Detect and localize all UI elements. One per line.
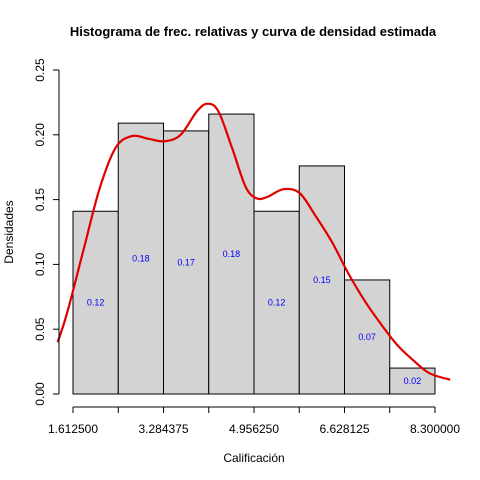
chart-title: Histograma de frec. relativas y curva de… [70, 24, 437, 39]
histogram-bars [72, 113, 436, 395]
bar-value-label: 0.18 [132, 254, 150, 264]
y-tick-label: 0.25 [33, 58, 47, 82]
bar-value-label: 0.17 [177, 257, 195, 267]
y-tick-label: 0.00 [33, 382, 47, 406]
bar-value-label: 0.15 [313, 275, 331, 285]
histogram-bar [72, 210, 119, 395]
x-tick-label: 3.284375 [138, 422, 188, 436]
histogram-bar [163, 130, 210, 395]
bar-value-label: 0.12 [87, 298, 105, 308]
histogram-bar [253, 210, 300, 395]
histogram-bar [208, 113, 255, 395]
x-tick-label: 8.300000 [410, 422, 460, 436]
x-tick-label: 4.956250 [229, 422, 279, 436]
bar-value-label: 0.02 [404, 376, 422, 386]
x-axis: 1.612500 3.284375 4.956250 6.628125 8.300000 [48, 406, 460, 436]
x-axis-label: Calificación [223, 451, 284, 465]
x-tick-label: 6.628125 [319, 422, 369, 436]
x-tick-label: 1.612500 [48, 422, 98, 436]
y-axis: 0.00 0.05 0.10 0.15 0.20 0.25 [33, 58, 60, 406]
bar-labels: 0.12 0.18 0.17 0.18 0.12 0.15 0.07 0.02 [87, 249, 421, 386]
y-tick-label: 0.10 [33, 252, 47, 276]
y-axis-label: Densidades [2, 200, 16, 263]
histogram-bar [344, 279, 391, 395]
bar-value-label: 0.18 [223, 249, 241, 259]
histogram-bar [117, 122, 164, 395]
bar-value-label: 0.12 [268, 298, 286, 308]
bar-value-label: 0.07 [358, 332, 376, 342]
y-tick-label: 0.05 [33, 317, 47, 341]
y-tick-label: 0.20 [33, 123, 47, 147]
y-tick-label: 0.15 [33, 188, 47, 212]
density-curve [56, 102, 451, 381]
